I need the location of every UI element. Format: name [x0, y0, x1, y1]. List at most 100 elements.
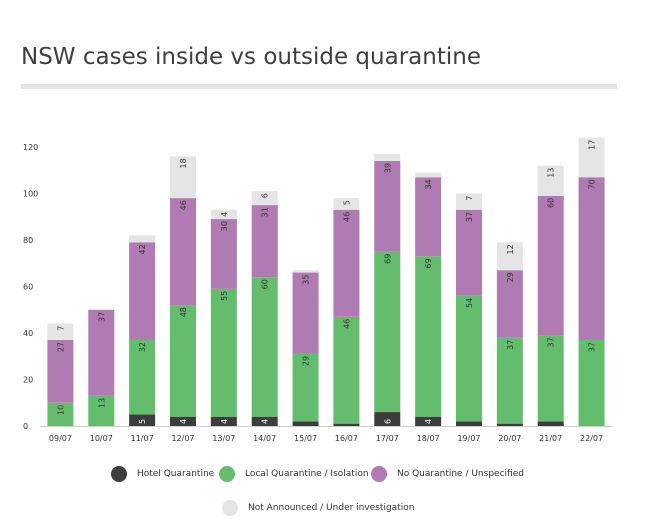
legend-swatch-none [371, 466, 387, 482]
bar-segment-none [537, 195, 564, 336]
data-label-local: 29 [302, 356, 311, 366]
y-tick-label: 20 [23, 376, 33, 385]
bar-segment-not_announced [47, 323, 74, 340]
bar-segment-hotel [374, 412, 401, 426]
bar-segment-local [456, 295, 482, 422]
bar-segment-none [210, 219, 237, 289]
bar-segment-hotel [170, 416, 196, 426]
legend-label-none: No Quarantine / Unspecified [397, 469, 524, 479]
bar-segment-local [47, 402, 74, 426]
x-tick-label: 19/07 [457, 434, 480, 443]
data-label-local: 37 [588, 342, 597, 352]
data-label-not_announced: 4 [220, 212, 229, 217]
bar-segment-hotel [129, 414, 156, 426]
x-tick-label: 18/07 [417, 434, 440, 443]
legend-label-not-announced: Not Announced / Under investigation [248, 503, 415, 513]
x-tick-label: 14/07 [253, 434, 276, 443]
x-tick-label: 11/07 [131, 434, 154, 443]
x-tick-label: 09/07 [49, 434, 72, 443]
bar-segment-hotel [456, 421, 482, 426]
bar-segment-not_announced [170, 156, 196, 199]
bar-segment-not_announced [456, 193, 482, 210]
bar-segment-none [170, 198, 196, 306]
data-label-local: 54 [465, 298, 474, 308]
chart-title: NSW cases inside vs outside quarantine [21, 44, 481, 70]
bar-segment-none [251, 205, 278, 278]
bar-segment-none [333, 209, 360, 317]
bar-segment-not_announced [333, 198, 360, 210]
x-tick-label: 16/07 [335, 434, 358, 443]
bar-segment-not_announced [210, 209, 237, 220]
data-label-not_announced: 7 [56, 326, 65, 331]
x-tick-label: 21/07 [539, 434, 562, 443]
bar-segment-none [292, 272, 319, 354]
bar-segment-local [537, 335, 564, 422]
bar-segment-local [251, 277, 278, 417]
data-label-local: 55 [220, 291, 229, 301]
bar-segment-not_announced [292, 270, 319, 273]
data-label-none: 46 [179, 200, 188, 210]
bar-segment-not_announced [374, 153, 401, 161]
bar-segment-not_announced [496, 242, 523, 271]
x-tick-label: 17/07 [376, 434, 399, 443]
y-tick-label: 60 [23, 283, 33, 292]
bar-segment-none [47, 339, 74, 403]
legend-label-hotel: Hotel Quarantine [137, 469, 215, 479]
data-label-local: 37 [547, 337, 556, 347]
data-label-none: 29 [506, 272, 515, 282]
bar-segment-none [578, 177, 605, 340]
data-label-hotel: 4 [220, 419, 229, 424]
bar-segment-hotel [210, 416, 237, 426]
legend-swatch-hotel [111, 466, 127, 482]
data-label-local: 37 [506, 340, 515, 350]
data-label-none: 30 [220, 221, 229, 231]
y-tick-label: 0 [23, 422, 28, 431]
x-tick-label: 10/07 [90, 434, 113, 443]
bar-segment-local [170, 305, 196, 417]
bar-segment-not_announced [578, 137, 605, 178]
bar-segment-local [415, 256, 442, 417]
bar-segment-none [129, 242, 156, 340]
data-label-not_announced: 6 [261, 193, 270, 198]
data-label-none: 37 [97, 312, 106, 322]
legend-item-not-announced[interactable]: Not Announced / Under investigation [222, 500, 414, 516]
bar-segment-local [88, 395, 115, 426]
bar-segment-local [374, 251, 401, 413]
bar-segment-hotel [415, 416, 442, 426]
data-label-hotel: 4 [424, 419, 433, 424]
bar-segment-local [210, 288, 237, 417]
bar-segment-none [88, 309, 115, 396]
bar-segment-hotel [292, 421, 319, 426]
legend-swatch-local [219, 466, 235, 482]
x-tick-label: 13/07 [212, 434, 235, 443]
data-label-hotel: 5 [138, 419, 147, 424]
data-label-none: 42 [138, 244, 147, 254]
legend-item-none[interactable]: No Quarantine / Unspecified [371, 466, 524, 482]
bar-segment-local [578, 339, 605, 426]
bar-segment-none [415, 177, 442, 257]
bar-segment-not_announced [251, 191, 278, 206]
legend-item-local[interactable]: Local Quarantine / Isolation [219, 466, 369, 482]
bar-segment-none [456, 209, 482, 296]
y-tick-label: 120 [23, 143, 38, 152]
x-tick-label: 12/07 [171, 434, 194, 443]
legend-item-hotel[interactable]: Hotel Quarantine [111, 466, 214, 482]
bar-segment-hotel [251, 416, 278, 426]
data-label-not_announced: 17 [588, 140, 597, 150]
bar-segment-not_announced [129, 235, 156, 243]
data-label-not_announced: 5 [342, 200, 351, 205]
bar-segment-not_announced [537, 165, 564, 196]
data-label-none: 39 [383, 163, 392, 173]
bar-segment-local [333, 316, 360, 424]
data-label-local: 32 [138, 342, 147, 352]
data-label-none: 35 [302, 275, 311, 285]
x-tick-label: 22/07 [580, 434, 603, 443]
data-label-none: 31 [261, 207, 270, 217]
data-label-hotel: 6 [383, 419, 392, 424]
bar-segment-none [496, 270, 523, 338]
data-label-none: 46 [342, 212, 351, 222]
title-divider [21, 84, 617, 89]
data-label-none: 27 [56, 342, 65, 352]
data-label-not_announced: 12 [506, 244, 515, 254]
